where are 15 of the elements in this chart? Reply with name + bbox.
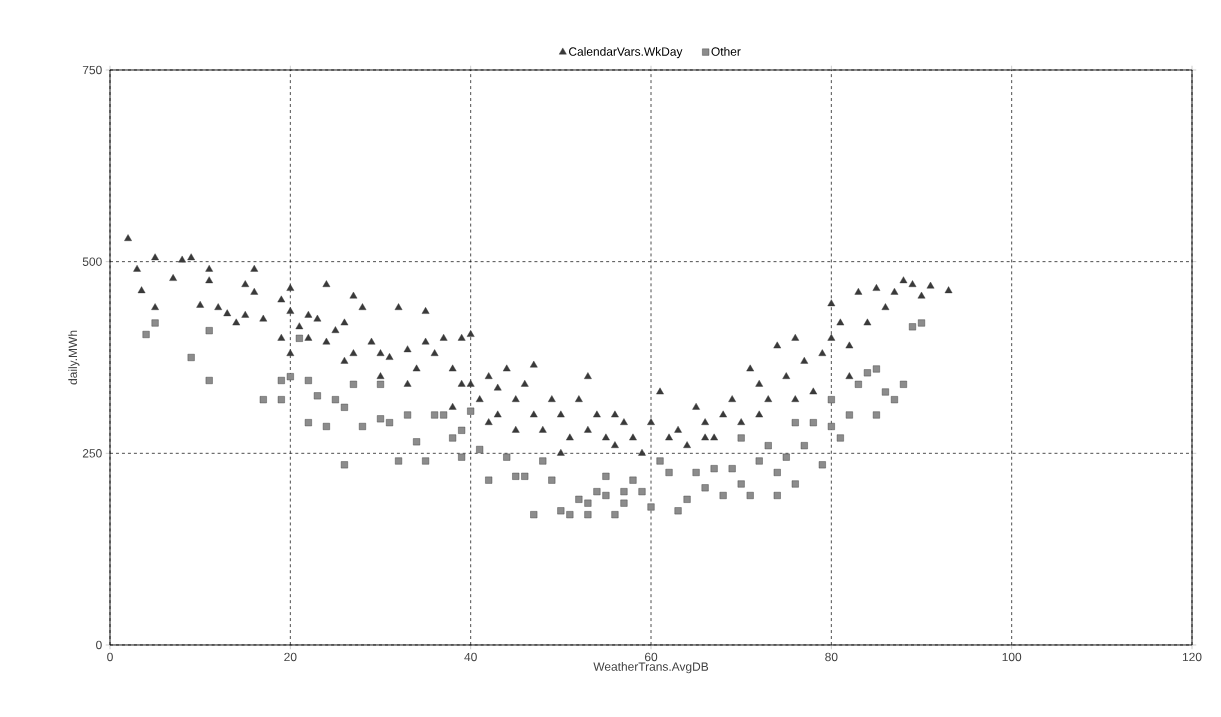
y-tick-label: 750 <box>82 65 102 75</box>
y-tick-label: 250 <box>82 449 102 458</box>
legend-label: CalendarVars.WkDay <box>569 47 683 59</box>
y-tick-label: 0 <box>96 640 102 650</box>
x-tick-label: 0 <box>107 652 113 662</box>
x-tick-label: 60 <box>644 652 658 662</box>
x-axis-title: WeatherTrans.AvgDB <box>593 662 709 674</box>
y-axis-title: daily.MWh <box>68 330 80 385</box>
x-tick-label: 80 <box>825 652 838 662</box>
x-tick-label: 40 <box>464 652 477 662</box>
x-tick-label: 120 <box>1182 652 1202 662</box>
x-tick-label: 100 <box>1002 652 1022 662</box>
y-tick-label: 500 <box>82 257 102 266</box>
legend-label: Other <box>711 47 741 56</box>
x-tick-label: 20 <box>284 652 297 662</box>
